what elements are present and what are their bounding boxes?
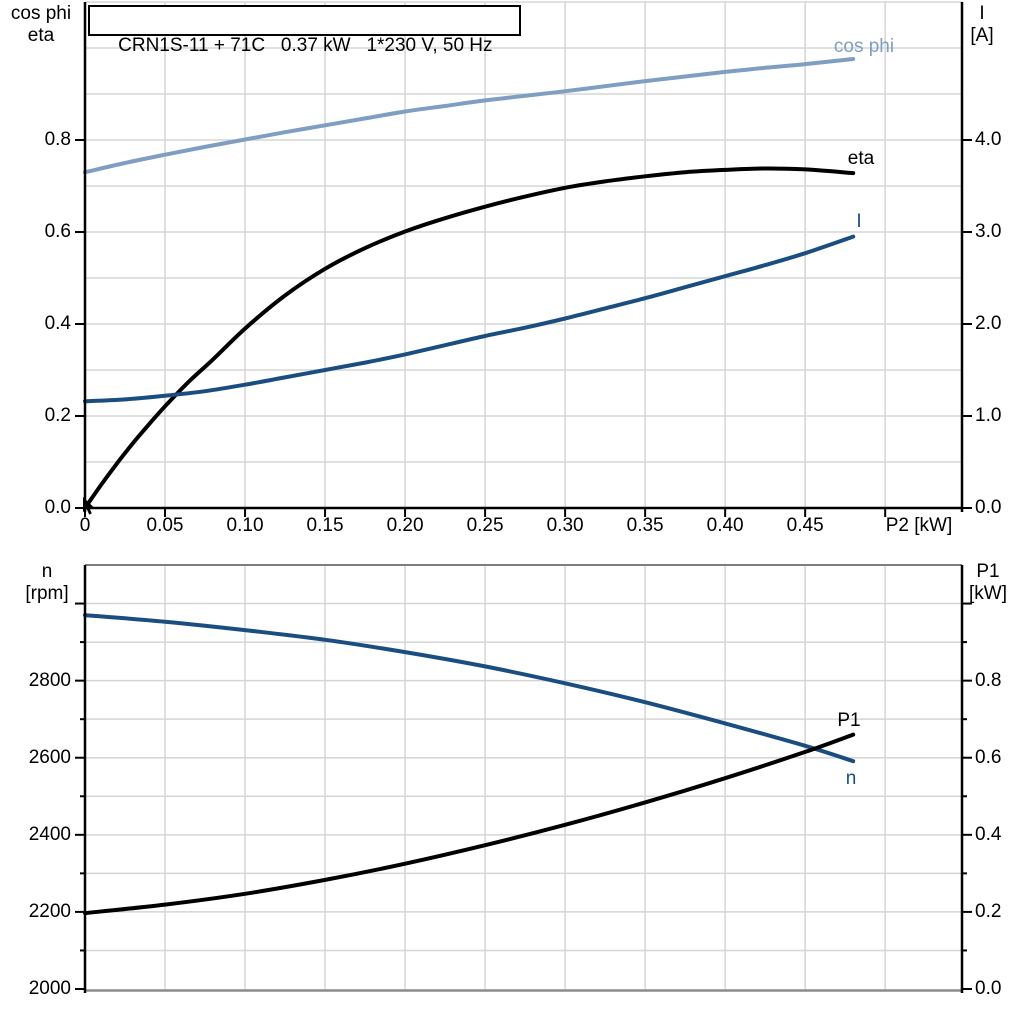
pump-title-box: CRN1S-11 + 71C 0.37 kW 1*230 V, 50 Hz — [88, 5, 521, 56]
y-tick-label-left: 2800 — [28, 669, 71, 691]
series-n — [83, 613, 856, 764]
y-tick-label-right: 0.2 — [975, 900, 1002, 922]
mouse-cursor-icon — [83, 497, 95, 515]
y-tick-label-right: 1.0 — [975, 405, 1002, 426]
curve-label-p1: P1 — [837, 710, 861, 731]
curve-label-i: I — [856, 211, 862, 232]
y-tick-label-right: 0.4 — [975, 823, 1002, 845]
top-right-axis-caption: I [A] — [958, 3, 1006, 47]
top-left-axis-caption: cos phi eta — [6, 3, 76, 47]
series-eta — [83, 166, 856, 510]
y-tick-label-left: 2400 — [28, 823, 71, 845]
x-tick-label: 0 — [79, 515, 91, 536]
y-tick-label-left: 2200 — [28, 900, 71, 922]
y-tick-label-left: 0.2 — [44, 405, 71, 426]
x-tick-label: 0.15 — [306, 515, 344, 536]
x-tick-label: 0.05 — [146, 515, 184, 536]
x-tick-label: 0.30 — [546, 515, 584, 536]
curve-label-cos-phi: cos phi — [833, 36, 895, 57]
y-tick-label-right: 0.0 — [975, 978, 1002, 999]
y-tick-label-left: 0.8 — [44, 129, 71, 150]
p1-axis-label: P1 — [976, 561, 1000, 582]
eta-axis-label: eta — [27, 25, 55, 46]
p1-unit-label: [kW] — [969, 583, 1007, 604]
y-tick-label-right: 3.0 — [975, 221, 1002, 242]
y-tick-label-right: 0.8 — [975, 669, 1002, 691]
y-tick-label-right: 4.0 — [975, 129, 1002, 150]
cos-phi-axis-label: cos phi — [10, 3, 72, 24]
x-tick-label: 0.25 — [466, 515, 504, 536]
bottom-left-axis-caption: n [rpm] — [12, 561, 82, 605]
x-tick-label: 0.10 — [226, 515, 264, 536]
pump-title: CRN1S-11 + 71C 0.37 kW 1*230 V, 50 Hz — [118, 35, 493, 56]
x-tick-label: 0.40 — [706, 515, 744, 536]
curve-label-eta: eta — [847, 148, 875, 169]
x-tick-label: 0.20 — [386, 515, 424, 536]
y-tick-label-right: 2.0 — [975, 313, 1002, 334]
y-tick-label-left: 0.6 — [44, 221, 71, 242]
series-i — [83, 234, 856, 404]
y-tick-label-left: 0.0 — [44, 497, 71, 518]
y-tick-label-left: 2600 — [28, 746, 71, 768]
curve-label-n: n — [845, 768, 857, 789]
speed-axis-label: n — [41, 561, 53, 582]
y-tick-label-right: 0.6 — [975, 746, 1002, 768]
y-tick-label-left: 2000 — [28, 978, 71, 999]
y-tick-label-left: 0.4 — [44, 313, 71, 334]
current-axis-label: I — [979, 3, 985, 24]
x-tick-label: 0.45 — [786, 515, 824, 536]
series-p1 — [83, 732, 856, 916]
bottom-right-axis-caption: P1 [kW] — [963, 561, 1013, 605]
x-tick-label: 0.35 — [626, 515, 664, 536]
current-unit-label: [A] — [970, 25, 994, 46]
speed-unit-label: [rpm] — [25, 583, 69, 604]
series-cos-phi — [83, 57, 856, 175]
x-axis-unit-label: P2 [kW] — [885, 515, 953, 536]
y-tick-label-right: 0.0 — [975, 497, 1002, 518]
